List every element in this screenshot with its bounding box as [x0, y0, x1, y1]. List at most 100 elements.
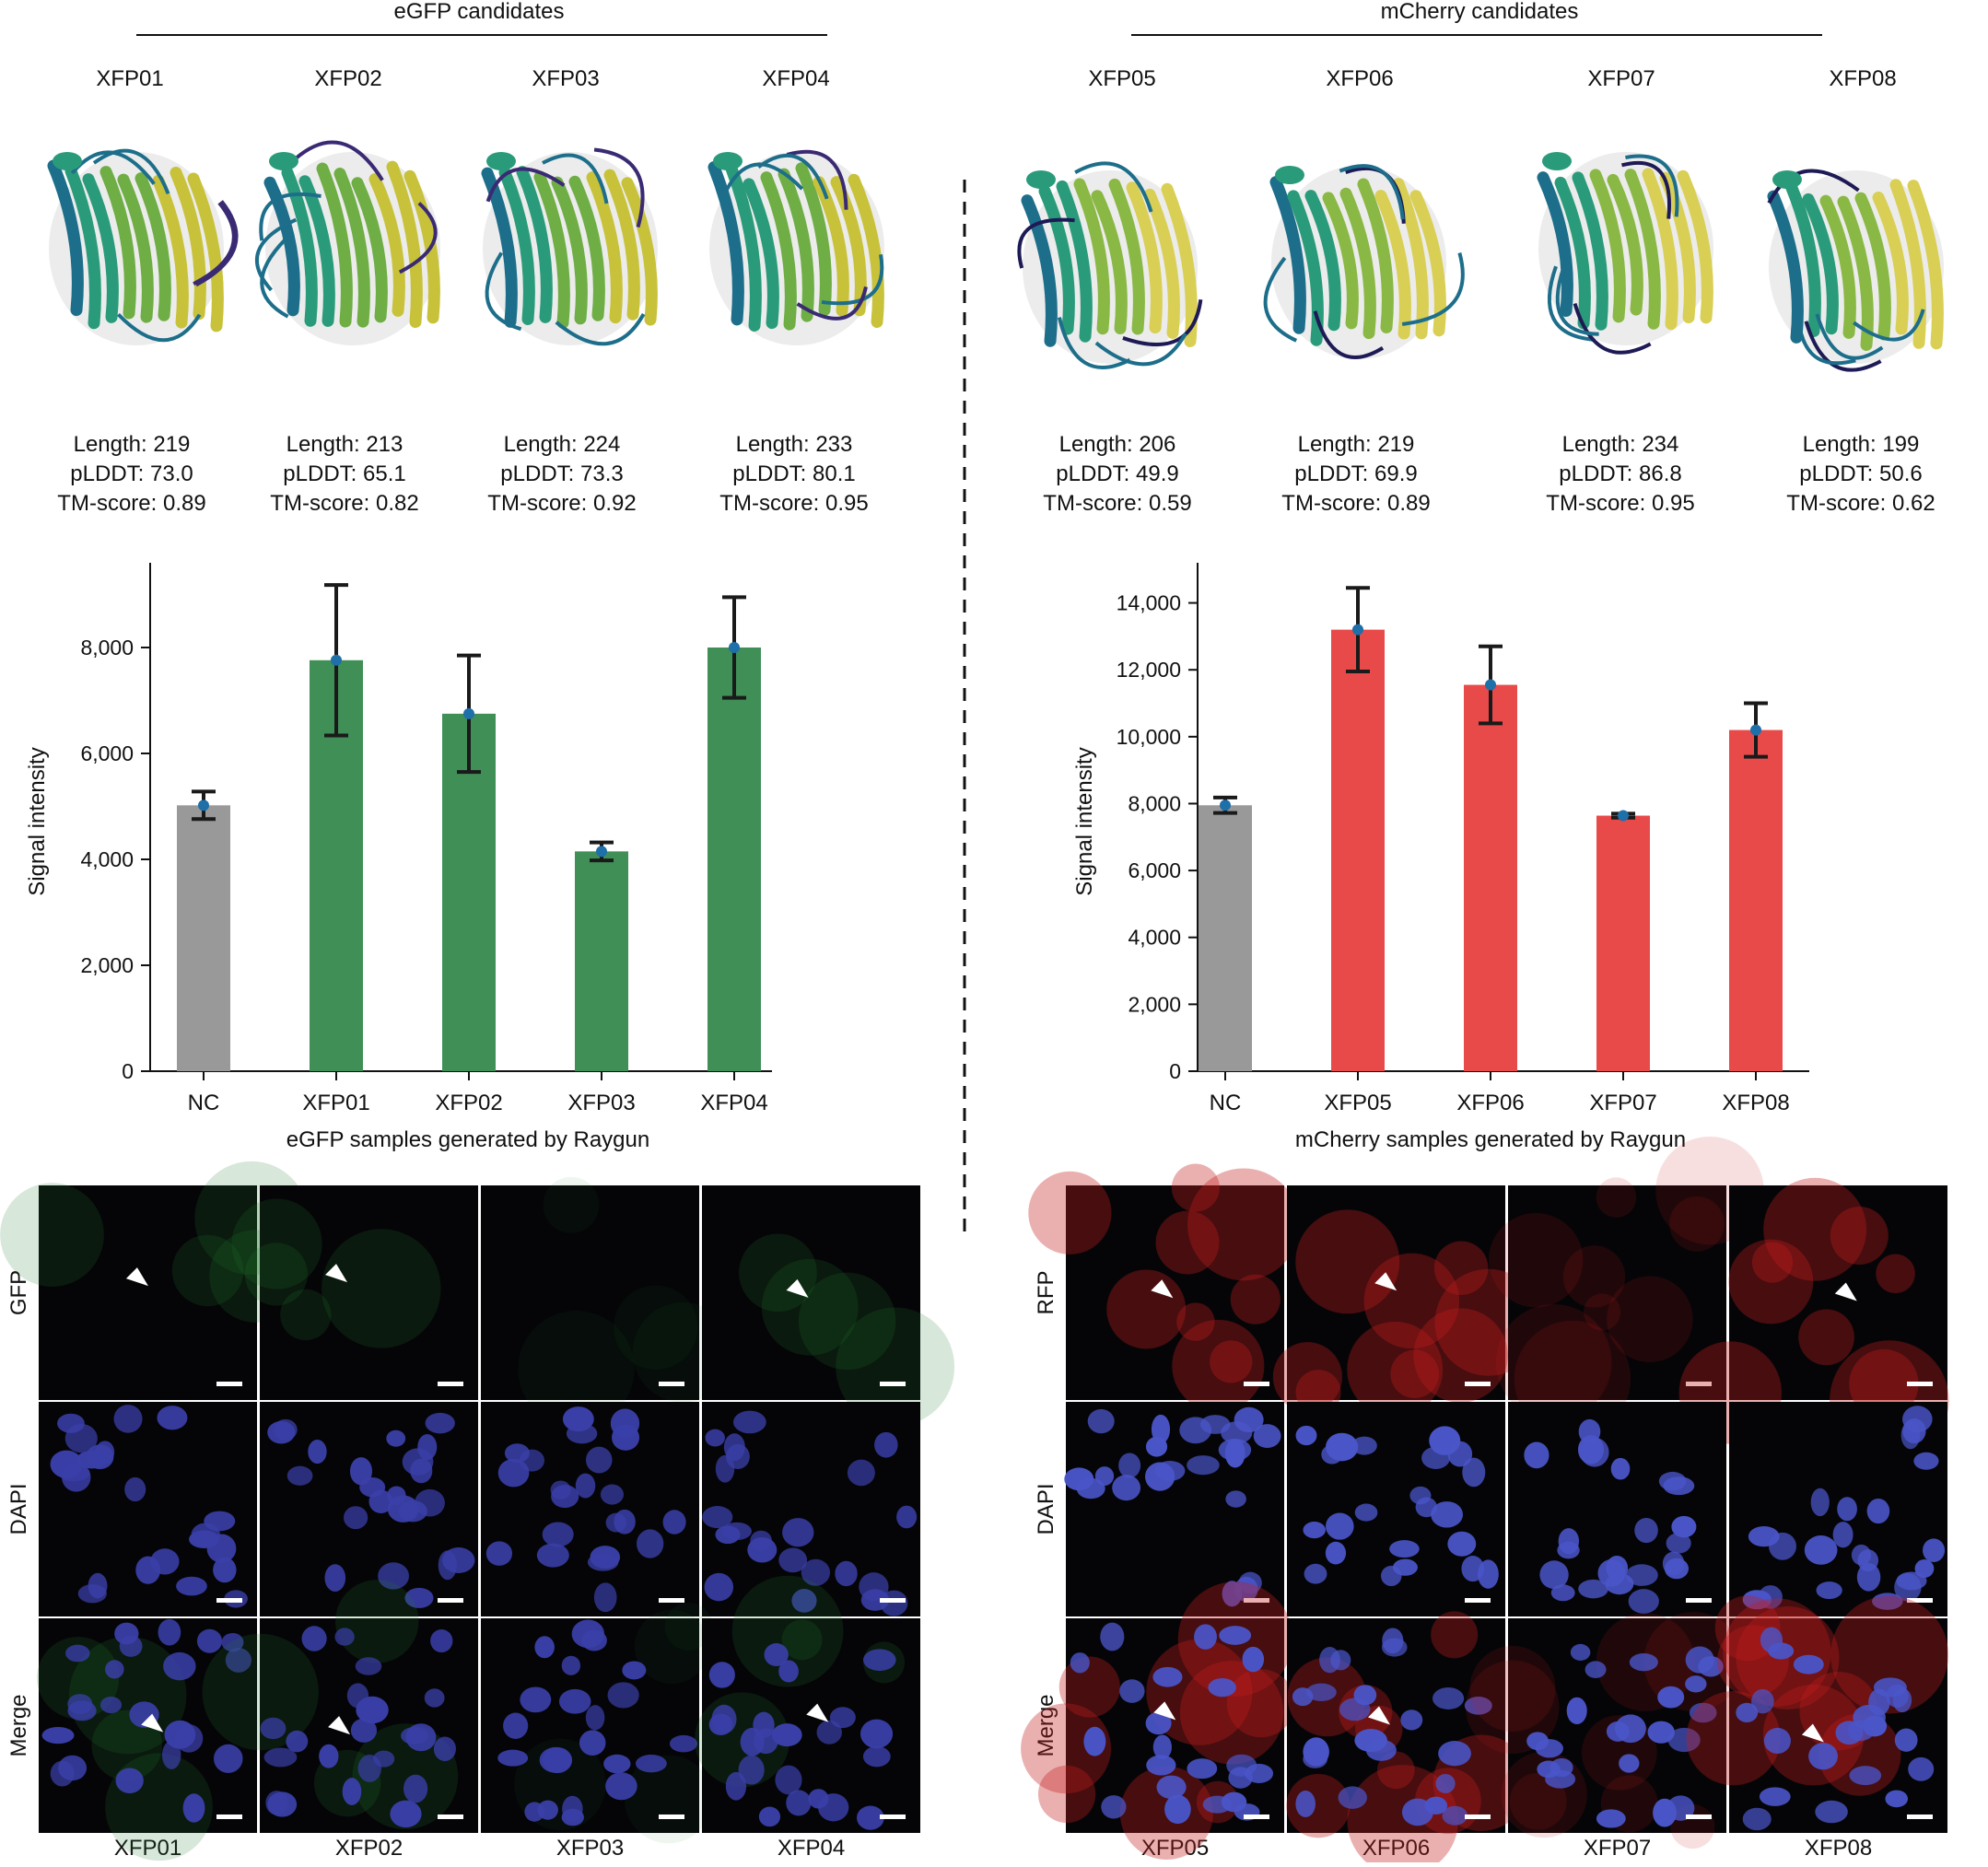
beta-strand — [760, 171, 797, 331]
loop — [254, 217, 298, 292]
nucleus — [115, 1768, 144, 1794]
loop — [796, 286, 868, 321]
loop — [821, 253, 884, 306]
nucleus — [196, 1628, 223, 1653]
nucleus — [702, 1506, 733, 1529]
beta-strand — [333, 168, 370, 328]
nucleus — [267, 1791, 298, 1817]
nucleus — [1100, 1622, 1125, 1651]
nucleus — [64, 1423, 98, 1453]
nucleus — [1295, 1791, 1316, 1817]
signal-blob — [1469, 1646, 1556, 1733]
scale-bar — [1465, 1814, 1491, 1819]
nucleus — [158, 1618, 181, 1646]
nucleus — [551, 1485, 579, 1509]
nucleus — [503, 1712, 529, 1739]
arrowhead-marker — [786, 1278, 809, 1298]
x-tick-label: XFP04 — [700, 1091, 767, 1115]
beta-strand — [603, 169, 640, 321]
structure-xfp06 — [1263, 164, 1465, 359]
column-label: XFP08 — [1805, 1836, 1872, 1861]
beta-strand — [1108, 178, 1145, 335]
loop — [1339, 164, 1405, 220]
nucleus — [342, 1778, 362, 1805]
x-tick-label: XFP01 — [302, 1091, 369, 1115]
signal-blob — [1376, 1751, 1415, 1790]
x-axis-label: eGFP samples generated by Raygun — [287, 1127, 649, 1152]
signal-blob — [1669, 1196, 1725, 1252]
nucleus — [433, 1736, 456, 1762]
beta-strand — [1392, 178, 1429, 340]
tm-score-text: TM-score: 0.59 — [1043, 491, 1191, 516]
loop — [259, 192, 322, 241]
mcherry-header: mCherry candidates — [1131, 0, 1822, 36]
scale-bar — [1907, 1814, 1933, 1819]
nucleus — [356, 1696, 389, 1724]
structure-xfp02 — [254, 140, 440, 345]
y-tick-label: 2,000 — [80, 953, 134, 977]
signal-blob — [1272, 1342, 1342, 1412]
signal-blob — [1187, 1168, 1300, 1281]
mcherry-structure-names: XFP05 XFP06 XFP07 XFP08 — [1088, 66, 1896, 91]
signal-blob — [1028, 1171, 1112, 1254]
nucleus — [874, 1431, 898, 1458]
row-label: Merge — [6, 1694, 31, 1756]
nucleus — [1751, 1688, 1774, 1714]
nucleus — [1144, 1462, 1175, 1491]
beta-strand — [82, 173, 119, 323]
nucleus — [579, 1730, 606, 1756]
nucleus — [1202, 1795, 1233, 1814]
helix — [1772, 170, 1802, 189]
nucleus — [1578, 1579, 1608, 1599]
signal-blob — [761, 1258, 859, 1356]
signal-blob — [1286, 1774, 1351, 1838]
signal-blob — [1413, 1308, 1508, 1403]
beta-strand — [1819, 194, 1856, 339]
nucleus — [274, 1418, 298, 1441]
egfp-signal-chart: 0 2,000 4,000 6,000 8,000 Signal intensity NC X… — [25, 563, 772, 1152]
arrowhead-marker — [1834, 1282, 1857, 1301]
micrograph-tile — [695, 1575, 920, 1833]
x-tick-label: XFP02 — [435, 1091, 502, 1115]
signal-blob — [543, 1176, 600, 1233]
beta-strand — [1374, 190, 1411, 340]
signal-blob — [1021, 1703, 1111, 1794]
nucleus — [1663, 1476, 1695, 1496]
mean-point — [1618, 810, 1629, 822]
nucleus — [1808, 1743, 1838, 1770]
nucleus — [221, 1632, 244, 1652]
protein-structures — [47, 140, 1944, 372]
nucleus — [1619, 1754, 1640, 1773]
nucleus — [163, 1651, 196, 1681]
beta-strand — [516, 166, 553, 323]
arrowhead-marker — [125, 1267, 148, 1287]
scale-bar — [880, 1814, 906, 1819]
signal-blob — [1830, 1595, 1949, 1714]
plddt-text: pLDDT: 73.0 — [70, 461, 193, 486]
scale-bar — [216, 1598, 242, 1603]
nucleus — [403, 1774, 428, 1803]
signal-blob — [614, 1285, 698, 1370]
signal-blob — [1495, 1304, 1612, 1420]
nucleus — [1303, 1750, 1327, 1768]
micrograph-tile — [1729, 1402, 1947, 1616]
nucleus — [1464, 1696, 1492, 1715]
nucleus — [705, 1429, 725, 1447]
nucleus — [65, 1644, 90, 1663]
beta-strand — [551, 176, 588, 325]
nucleus — [536, 1543, 569, 1568]
nucleus — [301, 1626, 327, 1651]
helix — [53, 152, 82, 170]
nucleus — [1325, 1432, 1359, 1462]
nucleus — [58, 1755, 88, 1781]
micrograph-tile — [702, 1185, 955, 1427]
nucleus — [213, 1557, 237, 1583]
micrograph-tile — [1678, 1177, 1949, 1460]
beta-strand — [498, 166, 535, 326]
nucleus — [161, 1740, 181, 1769]
nucleus — [711, 1704, 737, 1734]
nucleus — [1856, 1563, 1881, 1592]
nucleus — [786, 1790, 812, 1816]
x-axis-label: mCherry samples generated by Raygun — [1295, 1127, 1686, 1152]
y-tick-label: 2,000 — [1128, 992, 1181, 1016]
